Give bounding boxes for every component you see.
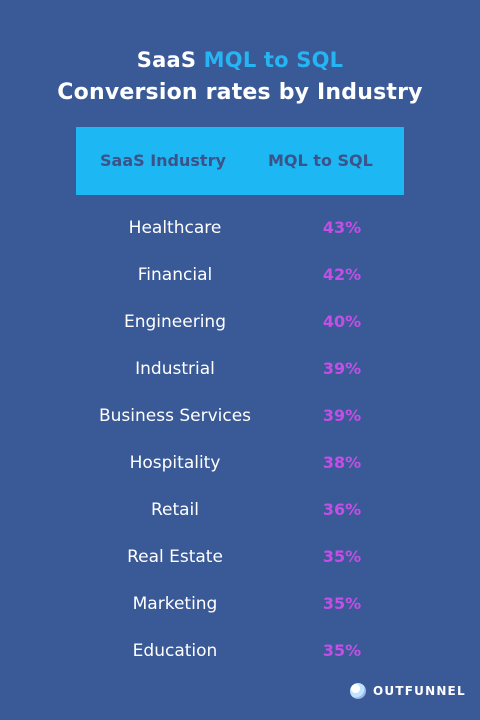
industry-label: Retail (150, 500, 200, 520)
industry-label: Real Estate (127, 547, 223, 567)
table-row: Financial 42% (0, 262, 480, 288)
conversion-rate-value: 36% (322, 500, 362, 519)
industry-label: Financial (137, 265, 213, 285)
conversion-rate-value: 39% (322, 406, 362, 425)
conversion-rate-value: 35% (322, 547, 362, 566)
title-prefix: SaaS (136, 48, 197, 72)
conversion-rate-value: 35% (322, 641, 362, 660)
conversion-rate-value: 39% (322, 359, 362, 378)
page-title-line-1: SaaS MQL to SQL (0, 48, 480, 72)
industry-label: Healthcare (128, 218, 222, 238)
conversion-rate-value: 42% (322, 265, 362, 284)
page-title-line-2: Conversion rates by Industry (57, 80, 423, 105)
column-header-industry: SaaS Industry (100, 151, 226, 170)
table-row: Business Services 39% (0, 403, 480, 429)
title-accent: MQL to SQL (203, 48, 344, 72)
industry-label: Education (132, 641, 218, 661)
industry-label: Marketing (132, 594, 218, 614)
table-row: Marketing 35% (0, 591, 480, 617)
table-row: Healthcare 43% (0, 215, 480, 241)
table-row: Hospitality 38% (0, 450, 480, 476)
industry-label: Engineering (124, 312, 226, 332)
column-header-rate: MQL to SQL (268, 151, 373, 170)
industry-label: Business Services (98, 406, 252, 426)
table-row: Industrial 39% (0, 356, 480, 382)
industry-label: Hospitality (129, 453, 221, 473)
conversion-rate-value: 40% (322, 312, 362, 331)
conversion-rate-value: 43% (322, 218, 362, 237)
table-row: Real Estate 35% (0, 544, 480, 570)
brand: OUTFUNNEL (350, 682, 466, 700)
table-row: Engineering 40% (0, 309, 480, 335)
table-row: Education 35% (0, 638, 480, 664)
table-row: Retail 36% (0, 497, 480, 523)
table-header: SaaS Industry MQL to SQL (76, 127, 404, 195)
conversion-rate-value: 38% (322, 453, 362, 472)
brand-name: OUTFUNNEL (373, 684, 466, 698)
industry-label: Industrial (135, 359, 215, 379)
outfunnel-logo-icon (350, 683, 366, 699)
conversion-rate-value: 35% (322, 594, 362, 613)
